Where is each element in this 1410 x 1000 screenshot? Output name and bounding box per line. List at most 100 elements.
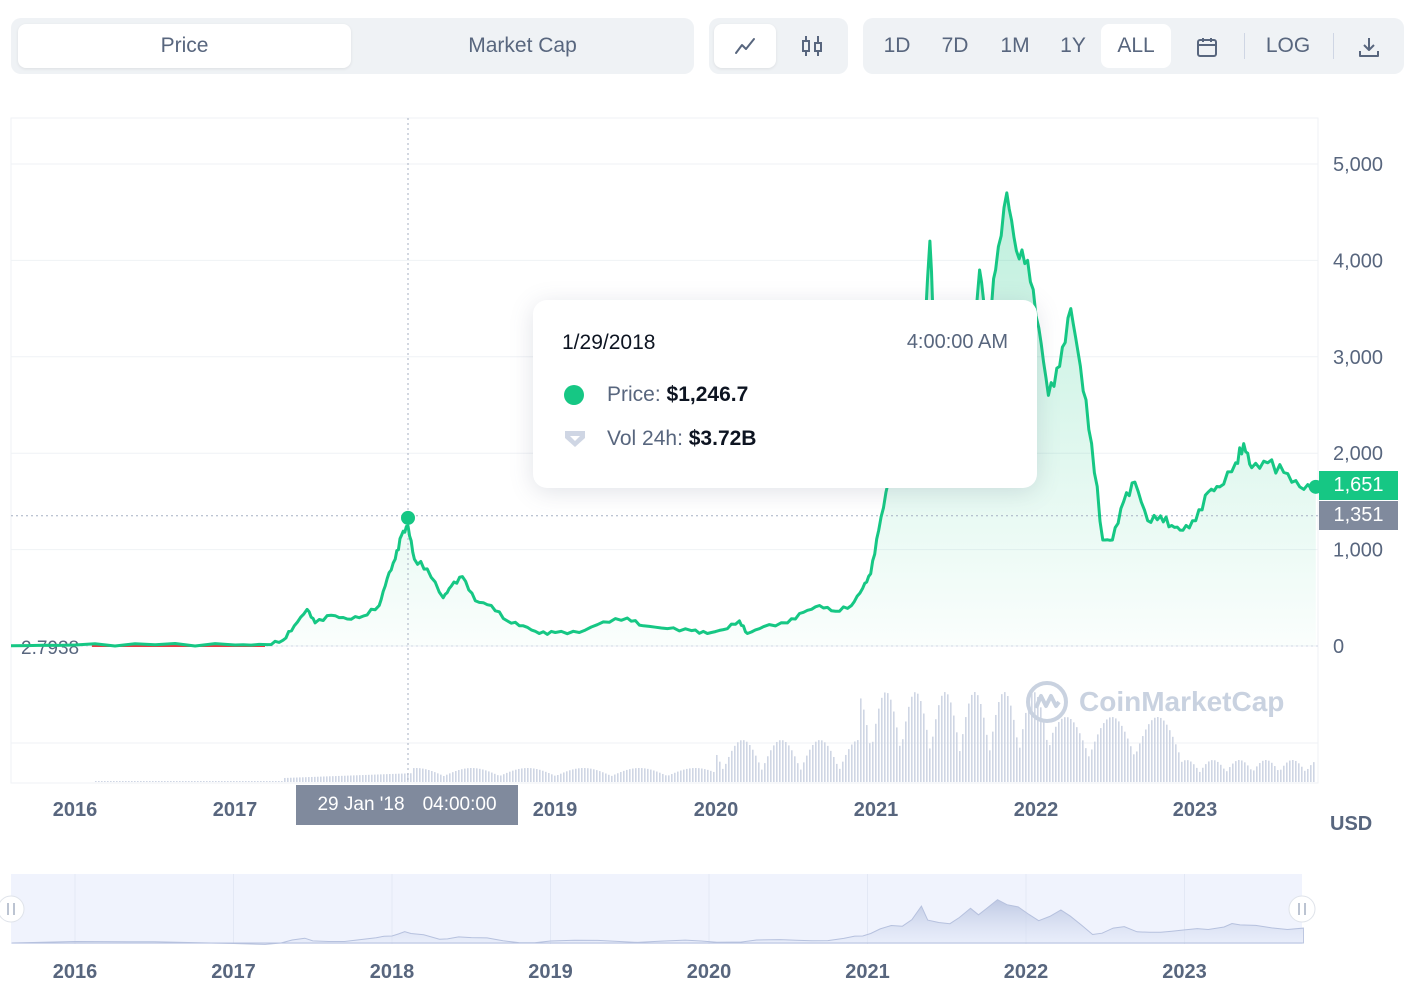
volume-bar — [890, 699, 892, 782]
line-chart-button[interactable] — [714, 24, 776, 68]
volume-bar — [1268, 760, 1270, 782]
range-1d-button[interactable]: 1D — [883, 34, 911, 57]
volume-bar — [1313, 762, 1315, 782]
volume-bar — [899, 745, 901, 782]
volume-bar — [872, 741, 874, 782]
volume-bar — [623, 770, 625, 782]
tab-price[interactable]: Price — [18, 24, 351, 68]
volume-bar — [986, 734, 988, 782]
candlestick-chart-button[interactable] — [781, 24, 843, 68]
volume-bar — [569, 770, 571, 782]
volume-bar — [896, 727, 898, 782]
volume-bar — [467, 768, 469, 782]
candlestick-icon — [802, 36, 822, 56]
volume-bar — [1190, 761, 1192, 782]
volume-bar — [812, 744, 814, 782]
volume-bar — [509, 771, 511, 782]
volume-bar — [392, 773, 394, 782]
range-1y-button[interactable]: 1Y — [1060, 34, 1086, 57]
volume-bar — [110, 781, 112, 782]
tab-market-cap[interactable]: Market Cap — [468, 34, 577, 57]
chart-frame — [10, 117, 1319, 784]
volume-bar — [314, 776, 316, 782]
volume-bar — [689, 768, 691, 782]
volume-bar — [707, 769, 709, 782]
navigator-tick-label: 2017 — [211, 961, 256, 983]
volume-bar — [1001, 694, 1003, 782]
volume-bar — [1235, 761, 1237, 782]
volume-bar — [1112, 717, 1114, 782]
volume-bar — [764, 763, 766, 782]
volume-bar — [386, 774, 388, 782]
crosshair — [11, 118, 1318, 783]
navigator-tick-label: 2020 — [687, 961, 732, 983]
volume-bar — [218, 781, 220, 782]
volume-bar — [413, 768, 415, 782]
volume-bar — [1217, 761, 1219, 782]
volume-bar — [674, 772, 676, 782]
volume-bar — [941, 695, 943, 782]
volume-bar — [671, 774, 673, 782]
volume-bar — [461, 769, 463, 782]
volume-bar — [1136, 751, 1138, 782]
download-icon — [1359, 38, 1379, 57]
volume-bar — [1169, 730, 1171, 782]
navigator-left-handle[interactable] — [0, 895, 25, 923]
volume-bar — [122, 781, 124, 782]
volume-bar — [779, 740, 781, 782]
volume-bar — [95, 781, 97, 782]
navigator-axis: 2016 2017 2018 2019 2020 2021 2022 2023 — [53, 961, 1207, 983]
volume-bar — [302, 777, 304, 782]
volume-bar — [1094, 741, 1096, 782]
navigator-tick-label: 2019 — [528, 961, 573, 983]
volume-bar — [983, 717, 985, 782]
volume-bar — [170, 781, 172, 782]
volume-bar — [137, 781, 139, 782]
chart-style-switcher — [709, 18, 848, 74]
volume-bar — [833, 756, 835, 782]
volume-bar — [101, 781, 103, 782]
volume-bar — [686, 768, 688, 782]
calendar-button[interactable] — [1189, 32, 1225, 62]
x-tick-label: 2020 — [694, 799, 739, 821]
volume-bar — [704, 769, 706, 782]
coinmarketcap-logo-icon — [1026, 681, 1068, 723]
volume-bar — [524, 768, 526, 782]
volume-bar — [167, 781, 169, 782]
volume-bar — [719, 761, 721, 782]
log-scale-button[interactable]: LOG — [1265, 34, 1311, 57]
range-all-button[interactable]: ALL — [1101, 24, 1171, 68]
volume-bar — [152, 781, 154, 782]
volume-bar — [1256, 766, 1258, 782]
volume-bar — [209, 781, 211, 782]
volume-bar — [1196, 767, 1198, 782]
volume-bar — [626, 769, 628, 782]
y-tick-label: 5,000 — [1333, 154, 1383, 176]
volume-bar — [1040, 707, 1042, 782]
volume-bar — [203, 781, 205, 782]
volume-bar — [1238, 760, 1240, 782]
range-7d-button[interactable]: 7D — [941, 34, 969, 57]
volume-bar — [650, 769, 652, 782]
range-1m-button[interactable]: 1M — [1000, 34, 1030, 57]
volume-bar — [968, 703, 970, 782]
volume-bar — [1202, 767, 1204, 782]
crosshair-time: 04:00:00 — [422, 794, 497, 815]
volume-bar — [488, 771, 490, 782]
volume-bar — [1184, 760, 1186, 782]
volume-bar — [701, 768, 703, 782]
volume-bar — [542, 770, 544, 782]
volume-bar — [146, 781, 148, 782]
volume-bar — [497, 775, 499, 782]
volume-bar — [1049, 745, 1051, 782]
volume-bar — [746, 741, 748, 782]
volume-bar — [398, 773, 400, 782]
volume-bar — [1295, 760, 1297, 782]
navigator-right-handle[interactable] — [1288, 895, 1316, 923]
volume-bar — [1124, 731, 1126, 782]
y-tick-label: 3,000 — [1333, 347, 1383, 369]
download-button[interactable] — [1351, 32, 1387, 62]
price-line — [10, 191, 1317, 648]
x-tick-label: 2021 — [854, 799, 899, 821]
